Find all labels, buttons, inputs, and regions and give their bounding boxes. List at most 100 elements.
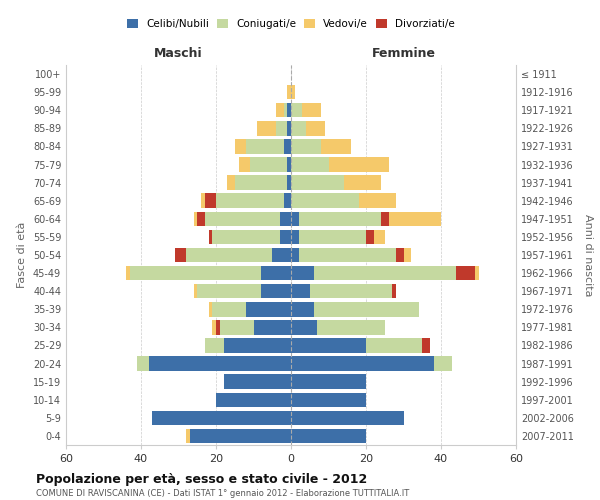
Bar xyxy=(190,428,291,443)
Bar xyxy=(329,158,389,172)
Bar xyxy=(310,284,392,298)
Bar xyxy=(321,139,351,154)
Bar xyxy=(205,338,223,352)
Bar xyxy=(216,194,284,208)
Bar xyxy=(284,103,287,118)
Bar xyxy=(314,266,456,280)
Bar xyxy=(291,121,306,136)
Bar xyxy=(216,320,220,334)
Text: Maschi: Maschi xyxy=(154,46,203,60)
Bar xyxy=(291,302,314,316)
Bar xyxy=(220,320,254,334)
Bar xyxy=(343,176,381,190)
Bar xyxy=(396,248,404,262)
Bar xyxy=(381,212,389,226)
Bar xyxy=(291,428,366,443)
Bar xyxy=(186,428,190,443)
Bar xyxy=(422,338,430,352)
Bar xyxy=(291,230,299,244)
Bar xyxy=(205,212,280,226)
Bar xyxy=(306,121,325,136)
Bar xyxy=(212,230,280,244)
Bar xyxy=(205,194,216,208)
Bar xyxy=(193,212,197,226)
Bar xyxy=(223,338,291,352)
Bar xyxy=(299,212,381,226)
Bar xyxy=(291,320,317,334)
Bar xyxy=(475,266,479,280)
Bar xyxy=(276,121,287,136)
Bar xyxy=(201,194,205,208)
Text: Popolazione per età, sesso e stato civile - 2012: Popolazione per età, sesso e stato civil… xyxy=(36,472,367,486)
Bar xyxy=(291,248,299,262)
Bar xyxy=(291,392,366,407)
Bar xyxy=(186,248,272,262)
Bar xyxy=(209,302,212,316)
Bar xyxy=(257,121,276,136)
Bar xyxy=(137,356,149,371)
Bar xyxy=(373,230,385,244)
Bar xyxy=(291,410,404,425)
Bar xyxy=(280,212,291,226)
Bar xyxy=(126,266,130,280)
Bar xyxy=(223,374,291,389)
Bar xyxy=(291,212,299,226)
Text: COMUNE DI RAVISCANINA (CE) - Dati ISTAT 1° gennaio 2012 - Elaborazione TUTTITALI: COMUNE DI RAVISCANINA (CE) - Dati ISTAT … xyxy=(36,489,409,498)
Bar xyxy=(209,230,212,244)
Bar xyxy=(291,176,343,190)
Bar xyxy=(261,266,291,280)
Bar xyxy=(359,194,396,208)
Y-axis label: Anni di nascita: Anni di nascita xyxy=(583,214,593,296)
Bar xyxy=(299,230,366,244)
Bar xyxy=(291,356,433,371)
Bar xyxy=(302,103,321,118)
Bar xyxy=(227,176,235,190)
Bar xyxy=(291,266,314,280)
Bar xyxy=(314,302,419,316)
Bar xyxy=(389,212,441,226)
Bar xyxy=(193,284,197,298)
Bar xyxy=(197,212,205,226)
Bar xyxy=(291,338,366,352)
Bar xyxy=(250,158,287,172)
Bar xyxy=(149,356,291,371)
Bar xyxy=(291,194,359,208)
Bar xyxy=(254,320,291,334)
Bar xyxy=(287,121,291,136)
Bar xyxy=(212,320,216,334)
Bar xyxy=(152,410,291,425)
Bar xyxy=(246,139,284,154)
Bar xyxy=(291,139,321,154)
Bar xyxy=(284,194,291,208)
Bar xyxy=(175,248,186,262)
Bar xyxy=(130,266,261,280)
Bar xyxy=(291,284,310,298)
Bar xyxy=(235,176,287,190)
Bar xyxy=(276,103,284,118)
Bar xyxy=(216,392,291,407)
Bar xyxy=(317,320,385,334)
Bar xyxy=(287,103,291,118)
Y-axis label: Fasce di età: Fasce di età xyxy=(17,222,27,288)
Bar xyxy=(272,248,291,262)
Bar xyxy=(246,302,291,316)
Bar xyxy=(280,230,291,244)
Bar xyxy=(239,158,250,172)
Bar xyxy=(287,158,291,172)
Bar xyxy=(291,85,295,100)
Bar xyxy=(291,374,366,389)
Bar xyxy=(284,139,291,154)
Bar xyxy=(235,139,246,154)
Legend: Celibi/Nubili, Coniugati/e, Vedovi/e, Divorziati/e: Celibi/Nubili, Coniugati/e, Vedovi/e, Di… xyxy=(125,17,457,31)
Bar xyxy=(287,85,291,100)
Bar xyxy=(291,103,302,118)
Bar xyxy=(197,284,261,298)
Bar xyxy=(299,248,396,262)
Bar xyxy=(291,158,329,172)
Text: Femmine: Femmine xyxy=(371,46,436,60)
Bar xyxy=(366,338,422,352)
Bar xyxy=(433,356,452,371)
Bar xyxy=(212,302,246,316)
Bar xyxy=(261,284,291,298)
Bar xyxy=(366,230,373,244)
